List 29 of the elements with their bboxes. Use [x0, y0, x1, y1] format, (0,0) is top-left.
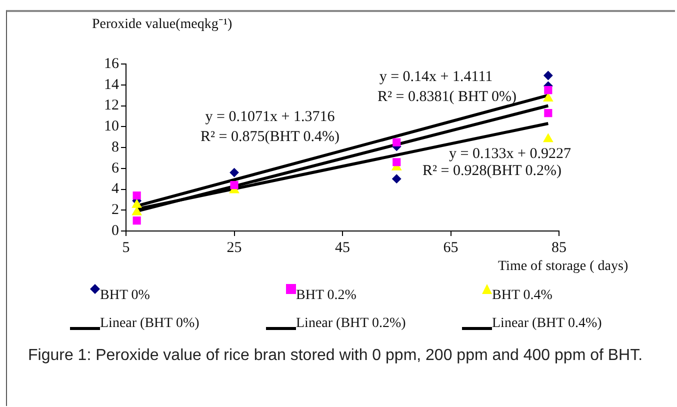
x-axis-title: Time of storage ( days) [498, 259, 628, 275]
legend-label: Linear (BHT 0.4%) [492, 316, 602, 332]
y-tick-label: 14 [104, 76, 120, 93]
legend-label: BHT 0.2% [296, 288, 356, 304]
legend-label: BHT 0.4% [492, 288, 552, 304]
x-tick-label: 85 [552, 240, 566, 256]
y-tick-label: 6 [112, 160, 120, 176]
y-tick-label: 16 [104, 56, 120, 72]
y-tick-label: 2 [112, 202, 119, 218]
y-tick-label: 4 [112, 181, 120, 198]
caption: Figure 1: Peroxide value of rice bran stored with 0 ppm, 200 ppm and 400 ppm of BHT. [28, 346, 644, 366]
annotation: y = 0.1071x + 1.3716 [205, 108, 336, 125]
legend-label: Linear (BHT 0%) [100, 316, 200, 332]
x-tick-label: 25 [226, 240, 242, 256]
annotation: y = 0.133x + 0.9227 [449, 146, 572, 162]
y-tick-label: 10 [104, 118, 119, 135]
y-axis-title: Peroxide value(meqkg⁻¹) [92, 16, 232, 33]
annotation: y = 0.14x + 1.4111 [379, 68, 493, 85]
annotation: R² = 0.875(BHT 0.4%) [200, 128, 340, 145]
x-tick-label: 65 [443, 240, 458, 256]
y-tick-label: 8 [112, 139, 119, 156]
x-tick-label: 5 [122, 240, 130, 256]
annotation: R² = 0.8381( BHT 0%) [378, 88, 516, 105]
annotation: R² = 0.928(BHT 0.2%) [422, 162, 562, 179]
y-tick-label: 0 [112, 222, 119, 239]
legend-label: Linear (BHT 0.2%) [296, 316, 406, 332]
legend-label: BHT 0% [100, 288, 150, 304]
x-tick-label: 45 [335, 240, 350, 256]
y-tick-label: 12 [104, 98, 119, 114]
